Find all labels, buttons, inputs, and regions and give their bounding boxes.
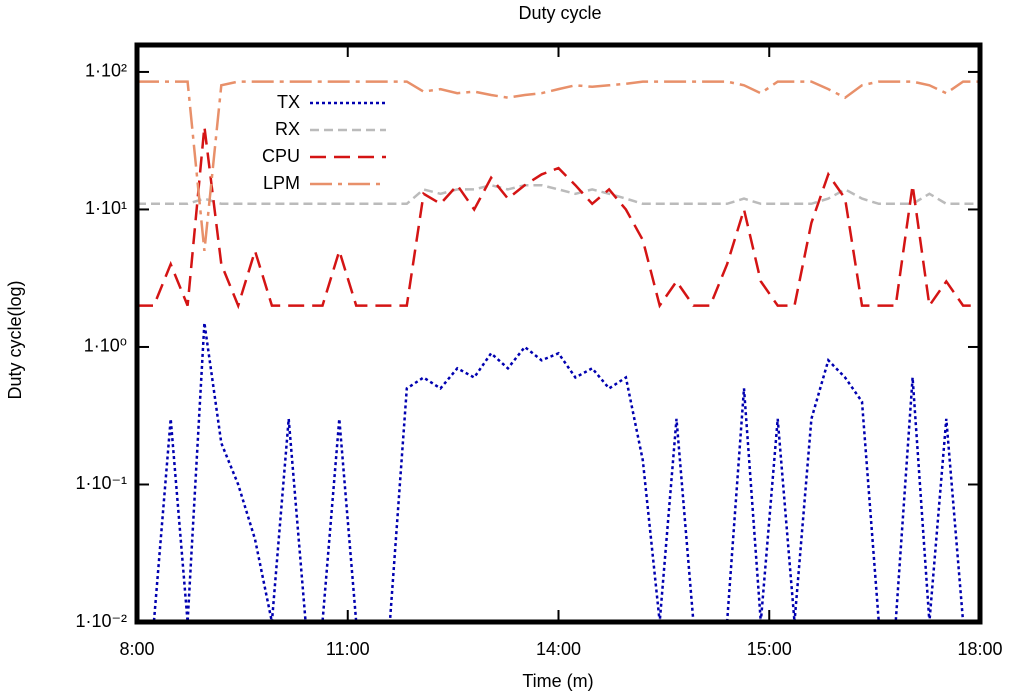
series-line [137,80,980,252]
series-line [137,322,980,622]
x-tick-label: 18:00 [957,639,1002,659]
plot-area [137,80,980,622]
x-tick-label: 14:00 [536,639,581,659]
x-tick-label: 11:00 [326,639,370,659]
legend-label: RX [275,119,300,139]
y-tick-label: 1·10² [85,61,127,81]
y-tick-label: 1·10⁻² [75,611,127,631]
legend-label: CPU [262,146,300,166]
y-axis-label: Duty cycle(log) [5,280,25,399]
x-tick-label: 15:00 [747,639,792,659]
y-tick-label: 1·10⁰ [84,336,127,356]
y-tick-label: 1·10⁻¹ [75,473,127,493]
series-line [137,126,980,310]
legend-label: LPM [263,173,300,193]
x-axis-label: Time (m) [522,671,593,691]
y-tick-label: 1·10¹ [85,198,127,218]
legend-label: TX [277,92,300,112]
chart-title: Duty cycle [518,3,601,23]
x-tick-label: 8:00 [119,639,154,659]
